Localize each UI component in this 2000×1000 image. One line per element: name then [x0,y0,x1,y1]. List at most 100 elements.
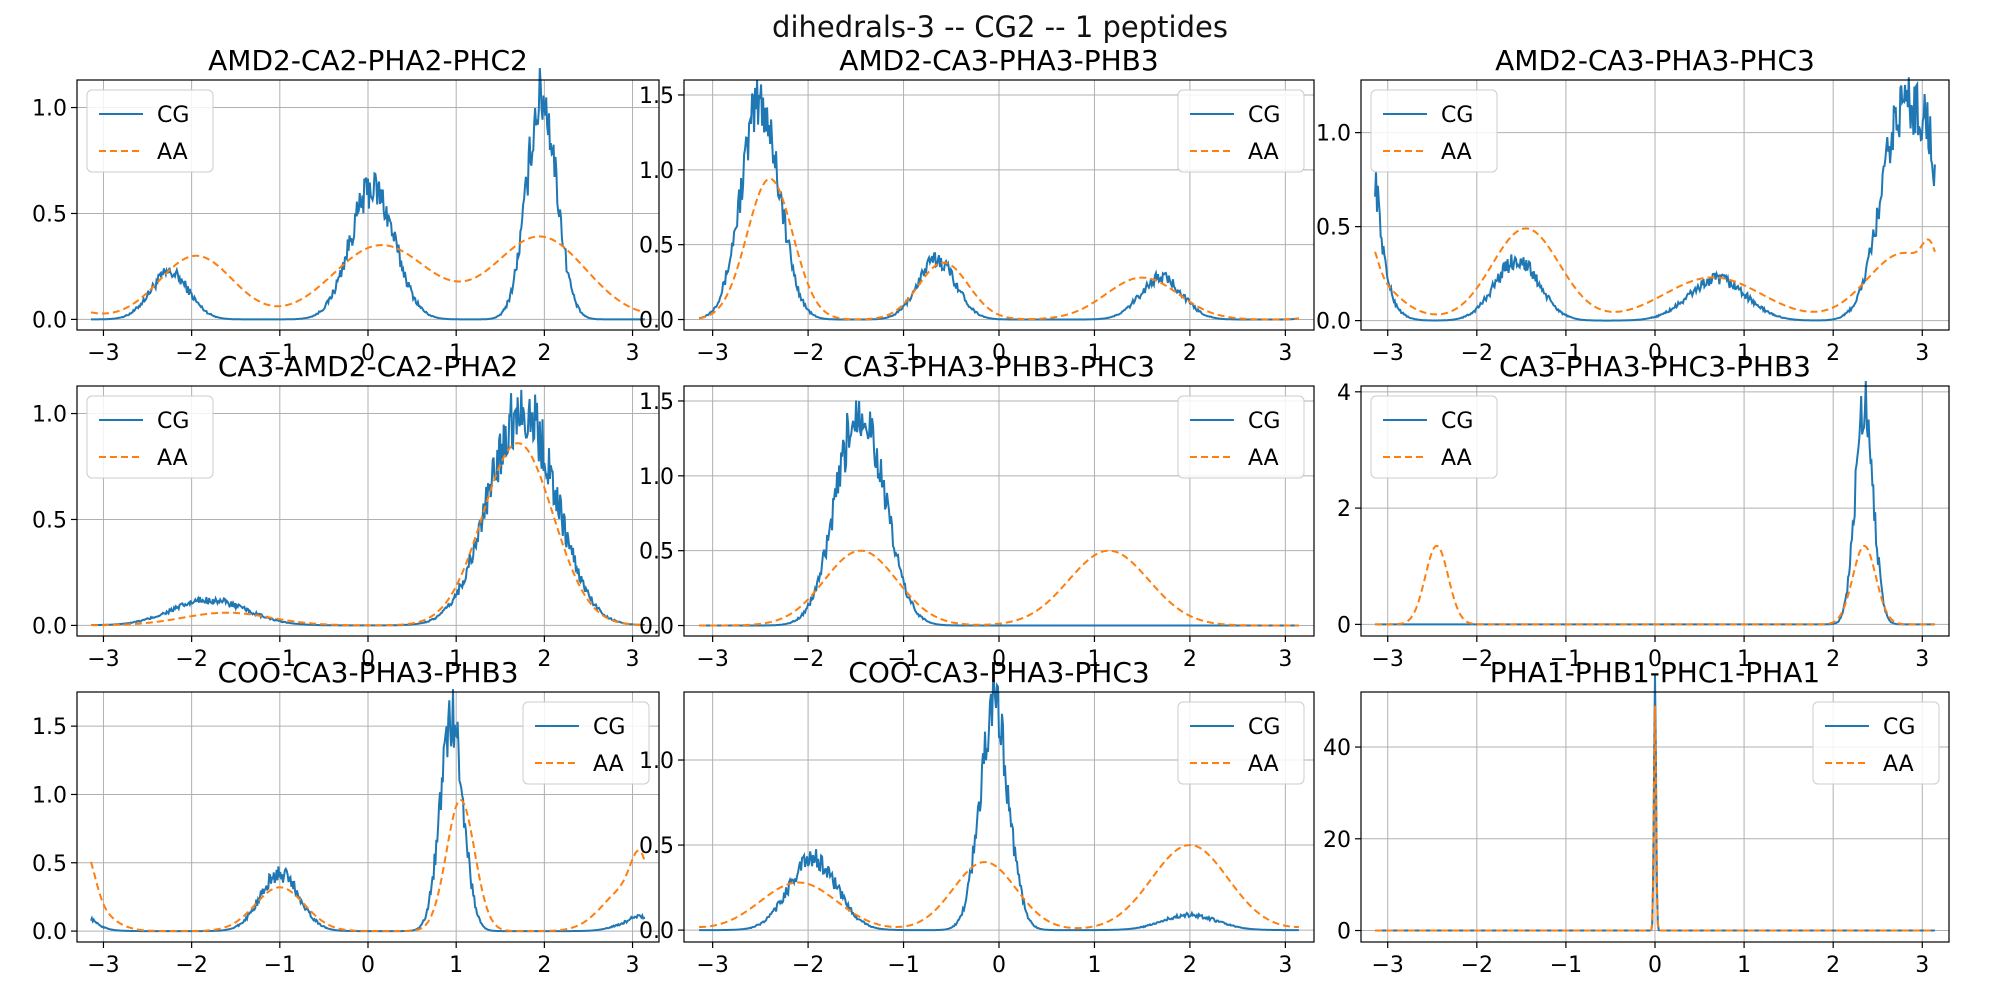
x-tick-label: −2 [792,341,824,366]
x-tick-label: −1 [1550,341,1582,366]
y-tick-label: 0.0 [639,309,674,334]
legend-label-aa: AA [1441,140,1472,165]
x-tick-label: 2 [537,647,551,672]
x-tick-label: −1 [264,953,296,978]
legend: CG AA [1177,701,1305,785]
series-line-cg [1374,77,1936,322]
legend-box [1177,701,1305,785]
y-tick-label: 0.0 [32,308,67,333]
series-line-cg [91,68,645,321]
x-tick-label: 0 [361,341,375,366]
series-line-aa [90,798,646,933]
legend-label-aa: AA [157,446,188,471]
y-tick-label: 1.0 [32,783,67,808]
x-tick-label: −2 [792,647,824,672]
x-tick-label: 1 [449,341,463,366]
x-tick-label: −1 [1550,953,1582,978]
legend-label-aa: AA [1883,752,1914,777]
x-tick-label: −2 [1461,341,1493,366]
x-tick-label: 3 [626,341,640,366]
x-tick-label: 1 [1737,341,1751,366]
legend: CG AA [1177,395,1305,479]
x-tick-label: −2 [175,647,207,672]
series-line-aa [90,235,646,315]
subplot-2: −3 −2 −1 0 1 2 3 0.0 0.5 1.0 1.5 AMD2-CA3-PHA3-PHB3… [639,44,1315,366]
x-tick-label: −2 [175,341,207,366]
legend-label-aa: AA [1248,140,1279,165]
legend-box [1177,395,1305,479]
subplot-title: AMD2-CA3-PHA3-PHC3 [1495,44,1815,77]
y-tick-label: 1.0 [32,403,67,428]
x-tick-label: 1 [1087,647,1101,672]
y-tick-label: 0.5 [639,234,674,259]
x-tick-label: −3 [1372,341,1404,366]
y-tick-label: 0.0 [32,920,67,945]
subplot-title: CA3-PHA3-PHC3-PHB3 [1499,350,1811,383]
series-line-aa [699,177,1300,321]
legend: CG AA [1370,395,1498,479]
x-tick-label: 0 [1648,953,1662,978]
x-tick-label: −3 [87,341,119,366]
y-tick-label: 20 [1323,828,1351,853]
x-tick-label: 3 [626,953,640,978]
x-tick-label: −1 [264,341,296,366]
x-tick-label: 2 [537,953,551,978]
x-tick-label: 2 [1183,341,1197,366]
x-tick-label: 1 [1087,341,1101,366]
y-tick-label: 0 [1337,613,1351,638]
y-tick-label: 4 [1337,381,1351,406]
x-tick-label: 2 [1826,341,1840,366]
subplot-title: AMD2-CA3-PHA3-PHB3 [839,44,1158,77]
x-tick-label: −2 [792,953,824,978]
legend: CG AA [86,395,214,479]
x-tick-label: 2 [1183,647,1197,672]
subplot-title: COO-CA3-PHA3-PHC3 [848,656,1149,689]
x-tick-label: 0 [992,647,1006,672]
subplot-title: PHA1-PHB1-PHC1-PHA1 [1490,656,1820,689]
x-tick-label: 1 [1737,953,1751,978]
legend-box [86,89,214,173]
x-tick-label: 3 [1915,647,1929,672]
series-line-cg [699,681,1299,932]
y-tick-label: 1.0 [639,749,674,774]
x-tick-label: −1 [887,647,919,672]
subplot-6: −3 −2 −1 0 1 2 3 0 2 4 CA3-PHA3-PHC3-PHB3 CG AA [1337,350,1950,672]
x-tick-label: 3 [626,647,640,672]
subplot-1: −3 −2 −1 0 1 2 3 0.0 0.5 1.0 AMD2-CA2-PHA2-PHC2 CG A… [32,44,660,366]
x-tick-label: 0 [361,953,375,978]
subplot-title: AMD2-CA2-PHA2-PHC2 [208,44,528,77]
x-tick-label: 2 [537,341,551,366]
series-line-aa [1375,705,1935,932]
legend-box [86,395,214,479]
subplot-title: CA3-PHA3-PHB3-PHC3 [843,350,1155,383]
legend-label-aa: AA [1248,752,1279,777]
series-line-aa [1374,227,1936,316]
subplot-title: COO-CA3-PHA3-PHB3 [217,656,518,689]
x-tick-label: 3 [1915,953,1929,978]
y-tick-label: 1.0 [639,465,674,490]
legend-box [522,701,650,785]
y-tick-label: 1.0 [639,159,674,184]
legend-box [1370,89,1498,173]
y-tick-label: 0 [1337,920,1351,945]
x-tick-label: −3 [87,953,119,978]
x-tick-label: 0 [992,953,1006,978]
series-line-aa [1375,544,1935,626]
x-tick-label: −1 [264,647,296,672]
x-tick-label: 0 [1648,341,1662,366]
legend-label-cg: CG [157,409,189,434]
legend-label-cg: CG [1883,715,1915,740]
figure-title: dihedrals-3 -- CG2 -- 1 peptides [772,10,1228,44]
x-tick-label: 2 [1826,647,1840,672]
subplot-5: −3 −2 −1 0 1 2 3 0.0 0.5 1.0 1.5 CA3-PHA3-PHB3-PHC3… [639,350,1315,672]
y-tick-label: 2 [1337,497,1351,522]
legend-label-aa: AA [593,752,624,777]
x-tick-label: 3 [1915,341,1929,366]
x-tick-label: −1 [887,953,919,978]
x-tick-label: −3 [696,647,728,672]
y-tick-label: 1.0 [32,97,67,122]
subplot-4: −3 −2 −1 0 1 2 3 0.0 0.5 1.0 CA3-AMD2-CA2-PHA2 CG AA [32,350,660,672]
series-line-aa [91,442,645,627]
legend: CG AA [522,701,650,785]
